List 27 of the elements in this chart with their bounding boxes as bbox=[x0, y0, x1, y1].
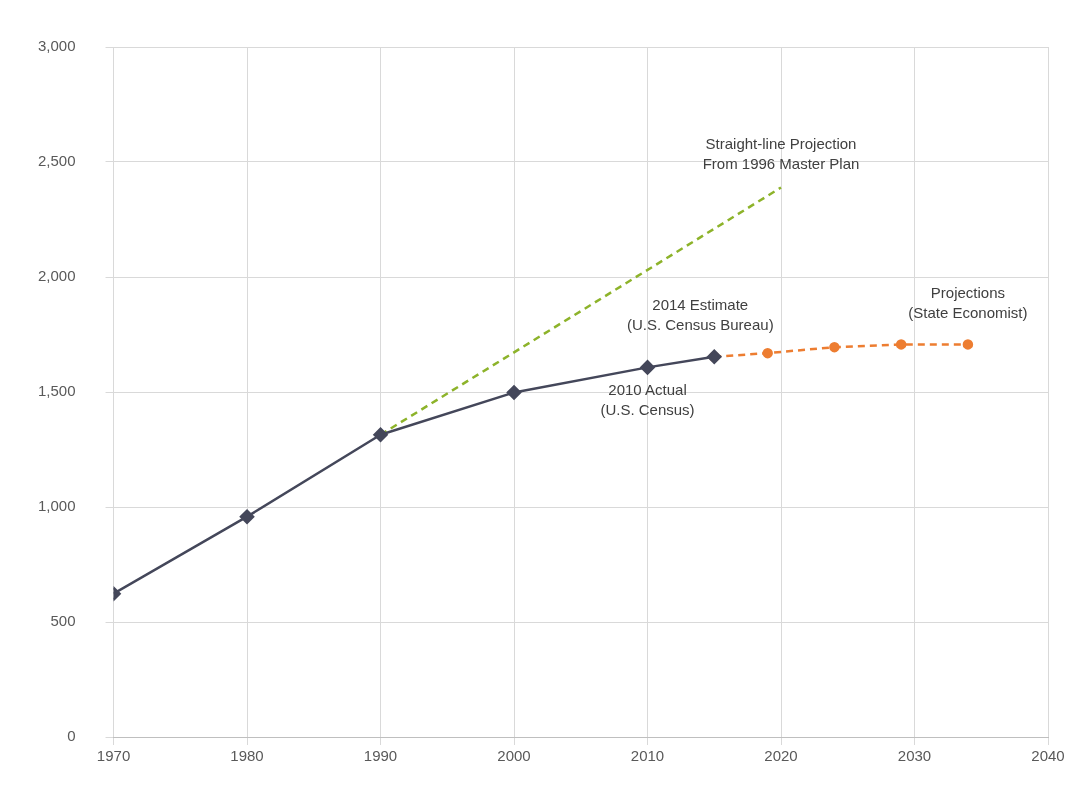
annotation: 2010 Actual (U.S. Census) bbox=[600, 381, 695, 419]
x-tick-label: 2010 bbox=[630, 747, 665, 765]
point bbox=[962, 339, 974, 350]
x-tick-label: 2020 bbox=[764, 747, 798, 765]
x-tick-label: 1980 bbox=[230, 747, 264, 765]
annotation: 2014 Estimate (U.S. Census Bureau) bbox=[626, 296, 774, 334]
point bbox=[239, 509, 255, 524]
point bbox=[895, 339, 907, 350]
point bbox=[829, 341, 840, 353]
y-tick-label: 500 bbox=[50, 612, 76, 630]
x-tick-label: 2030 bbox=[897, 747, 932, 765]
y-tick-label: 1,500 bbox=[37, 382, 76, 400]
annotation: Projections (State Economist) bbox=[908, 284, 1028, 322]
y-tick-label: 2,500 bbox=[37, 152, 76, 170]
point bbox=[373, 427, 388, 443]
point bbox=[762, 347, 773, 359]
y-tick-label: 0 bbox=[67, 727, 76, 745]
x-tick-label: 2000 bbox=[497, 747, 531, 765]
y-tick-label: 3,000 bbox=[37, 37, 76, 55]
x-tick-label: 1990 bbox=[363, 747, 398, 765]
point bbox=[640, 360, 655, 375]
y-tick-label: 1,000 bbox=[37, 497, 76, 515]
x-tick-label: 2040 bbox=[1031, 747, 1065, 765]
x-tick-label: 1970 bbox=[96, 747, 131, 765]
annotation: Straight-line Projection From 1996 Master Plan bbox=[702, 135, 860, 173]
point bbox=[506, 385, 522, 400]
y-tick-label: 2,000 bbox=[37, 267, 76, 285]
